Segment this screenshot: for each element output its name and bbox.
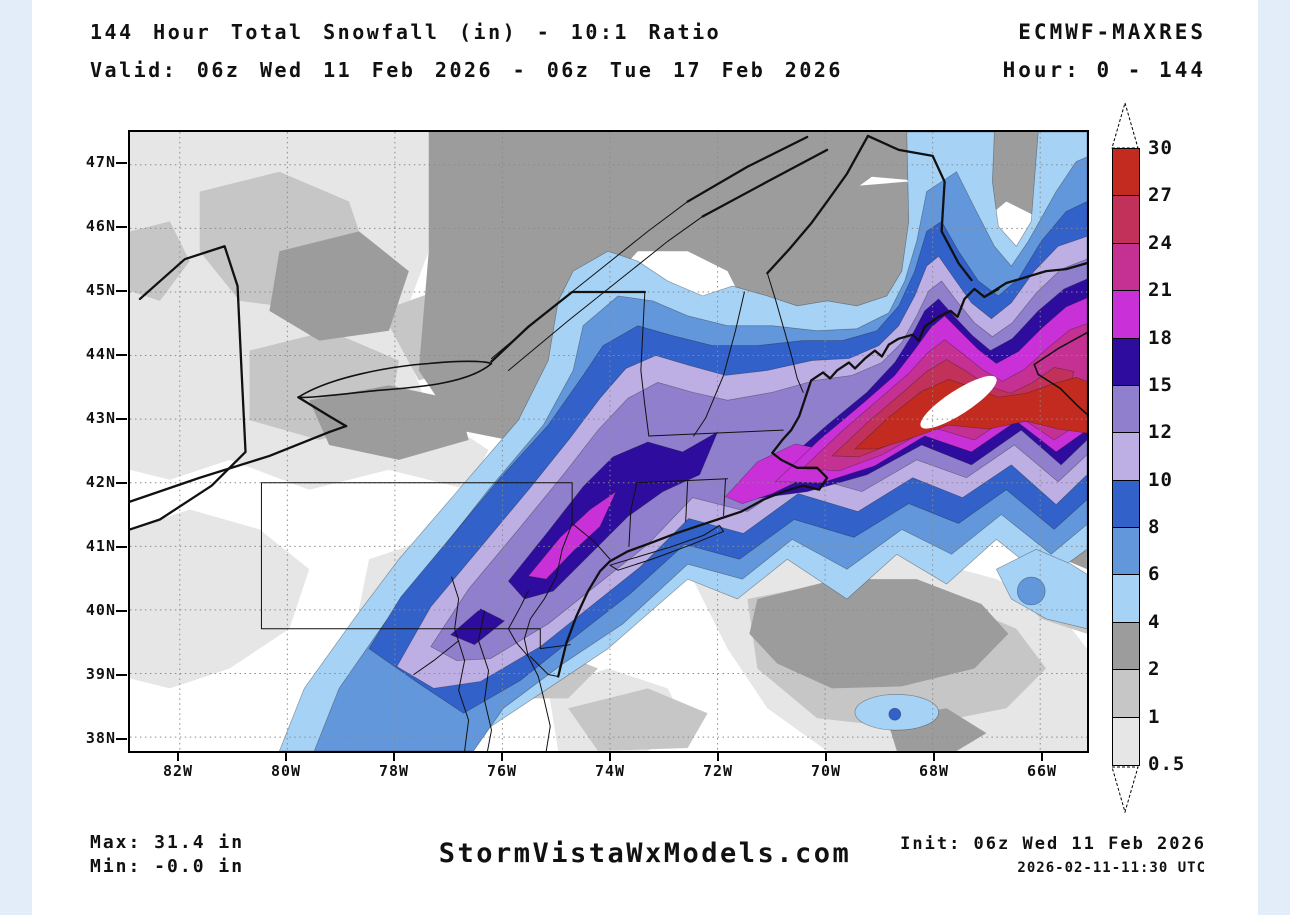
colorbar-above-max-arrow [1111, 102, 1139, 149]
left-page-strip [0, 0, 32, 915]
lon-label: 78W [378, 762, 410, 780]
lat-tick [116, 290, 127, 292]
lat-tick [116, 418, 127, 420]
colorbar-label: 21 [1148, 279, 1173, 302]
colorbar-segment-4-6 [1113, 575, 1139, 623]
snowfall-fill-layers [130, 132, 1087, 751]
lat-label: 44N [85, 345, 116, 363]
colorbar-segment-12-15 [1113, 385, 1139, 434]
lat-tick [116, 226, 127, 228]
lon-label: 80W [270, 762, 302, 780]
site-watermark: StormVistaWxModels.com [438, 838, 852, 869]
lon-label: 68W [918, 762, 950, 780]
lon-tick [285, 753, 287, 761]
colorbar-segment-27-30 [1113, 149, 1139, 197]
valid-time-label: Valid: 06z Wed 11 Feb 2026 - 06z Tue 17 … [90, 58, 843, 82]
lat-label: 42N [85, 473, 116, 491]
lat-tick [116, 354, 127, 356]
lon-tick [609, 753, 611, 761]
colorbar-segment-1-2 [1113, 670, 1139, 718]
lon-tick [1041, 753, 1043, 761]
lon-label: 76W [486, 762, 518, 780]
colorbar [1112, 148, 1140, 766]
lat-label: 41N [85, 537, 116, 555]
colorbar-label: 0.5 [1148, 752, 1186, 775]
init-time-label: Init: 06z Wed 11 Feb 2026 [900, 834, 1206, 854]
init-timestamp: 2026-02-11-11:30 UTC [1017, 860, 1206, 876]
lon-label: 66W [1026, 762, 1058, 780]
lat-tick [116, 482, 127, 484]
colorbar-label: 10 [1148, 468, 1173, 491]
max-value-label: Max: 31.4 in [90, 832, 245, 853]
colorbar-label: 24 [1148, 231, 1173, 254]
colorbar-segment-6-8 [1113, 528, 1139, 576]
colorbar-segment-0.5-1 [1113, 717, 1139, 765]
min-value-label: Min: -0.0 in [90, 856, 245, 877]
lat-label: 45N [85, 281, 116, 299]
lat-label: 38N [85, 729, 116, 747]
lon-tick [825, 753, 827, 761]
colorbar-labels: 30 27 24 21 18 15 12 10 8 6 4 2 1 0.5 [1148, 137, 1198, 775]
colorbar-segment-18-21 [1113, 291, 1139, 339]
lon-tick [501, 753, 503, 761]
colorbar-segment-24-27 [1113, 196, 1139, 244]
colorbar-label: 18 [1148, 326, 1173, 349]
colorbar-label: 2 [1148, 658, 1161, 681]
lon-tick [393, 753, 395, 761]
lat-tick [116, 610, 127, 612]
lon-label: 72W [702, 762, 734, 780]
colorbar-label: 12 [1148, 421, 1173, 444]
lon-label: 70W [810, 762, 842, 780]
lat-tick [116, 674, 127, 676]
colorbar-label: 8 [1148, 516, 1161, 539]
colorbar-label: 6 [1148, 563, 1161, 586]
colorbar-label: 30 [1148, 137, 1173, 159]
lat-label: 39N [85, 665, 116, 683]
lat-label: 40N [85, 601, 116, 619]
colorbar-below-min-arrow [1111, 766, 1139, 813]
colorbar-label: 4 [1148, 610, 1161, 633]
map-plot-area[interactable] [128, 130, 1089, 753]
colorbar-label: 1 [1148, 705, 1161, 728]
colorbar-segment-8-10 [1113, 480, 1139, 528]
lat-label: 46N [85, 217, 116, 235]
colorbar-segment-2-4 [1113, 622, 1139, 671]
map-title: 144 Hour Total Snowfall (in) - 10:1 Rati… [90, 20, 722, 44]
colorbar-segment-15-18 [1113, 338, 1139, 386]
lat-label: 43N [85, 409, 116, 427]
lon-tick [177, 753, 179, 761]
colorbar-segment-10-12 [1113, 433, 1139, 481]
lon-label: 82W [162, 762, 194, 780]
lat-tick [116, 738, 127, 740]
right-page-strip [1258, 0, 1290, 915]
colorbar-label: 15 [1148, 373, 1173, 396]
model-name: ECMWF-MAXRES [1018, 20, 1206, 44]
lon-tick [717, 753, 719, 761]
lat-label: 47N [85, 153, 116, 171]
colorbar-label: 27 [1148, 184, 1173, 207]
forecast-hour-range: Hour: 0 - 144 [1002, 58, 1206, 82]
lon-tick [933, 753, 935, 761]
colorbar-segment-21-24 [1113, 243, 1139, 292]
lon-label: 74W [594, 762, 626, 780]
lat-tick [116, 546, 127, 548]
lat-tick [116, 162, 127, 164]
